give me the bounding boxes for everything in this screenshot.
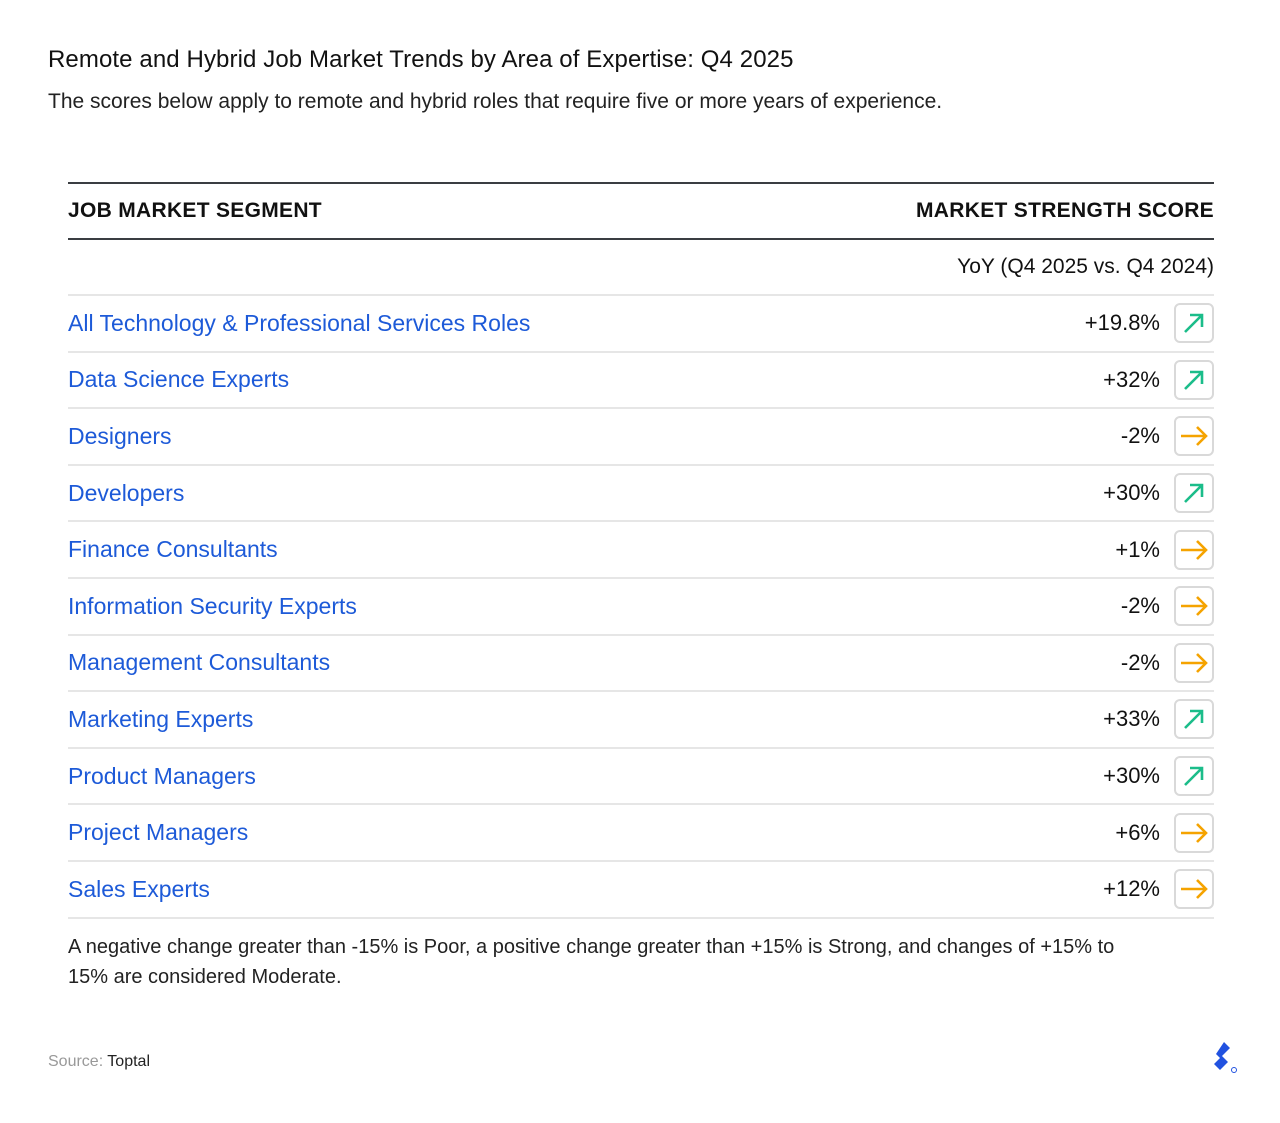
table-row: Project Managers +6% (68, 805, 1214, 862)
arrow-right-icon (1174, 586, 1214, 627)
score-value: -2% (1120, 593, 1160, 619)
arrow-right-icon (1174, 812, 1214, 853)
score-value: +30% (1103, 480, 1160, 506)
table-row: Data Science Experts +32% (68, 353, 1214, 410)
table-row: Marketing Experts +33% (68, 692, 1214, 749)
arrow-right-icon (1174, 642, 1214, 683)
arrow-up-right-icon (1174, 303, 1214, 344)
score-value: +19.8% (1084, 310, 1160, 336)
arrow-up-right-icon (1174, 699, 1214, 740)
source-credit: Source: Toptal (48, 1053, 150, 1070)
col-segment-header: JOB MARKET SEGMENT (68, 199, 322, 222)
score-value: -2% (1120, 423, 1160, 449)
arrow-right-icon (1174, 869, 1214, 910)
arrow-right-icon (1174, 416, 1214, 457)
segment-link[interactable]: Project Managers (68, 819, 249, 846)
arrow-up-right-icon (1174, 756, 1214, 797)
chart-title: Remote and Hybrid Job Market Trends by A… (48, 46, 794, 73)
score-value: +30% (1103, 763, 1160, 789)
table-header: JOB MARKET SEGMENT MARKET STRENGTH SCORE (68, 182, 1214, 240)
segment-link[interactable]: Information Security Experts (68, 592, 357, 619)
arrow-up-right-icon (1174, 473, 1214, 514)
segment-link[interactable]: Designers (68, 422, 172, 449)
segment-link[interactable]: Management Consultants (68, 649, 331, 676)
table-row: Product Managers +30% (68, 749, 1214, 806)
table-row: Finance Consultants +1% (68, 522, 1214, 579)
arrow-right-icon (1174, 529, 1214, 570)
segment-link[interactable]: All Technology & Professional Services R… (68, 309, 531, 336)
table-row: Sales Experts +12% (68, 862, 1214, 919)
table-row: Developers +30% (68, 466, 1214, 523)
score-value: +33% (1103, 706, 1160, 732)
toptal-logo-icon (1210, 1040, 1238, 1081)
score-value: +6% (1115, 819, 1160, 845)
yoy-label: YoY (Q4 2025 vs. Q4 2024) (957, 255, 1214, 278)
score-value: -2% (1120, 649, 1160, 675)
segment-link[interactable]: Sales Experts (68, 875, 210, 902)
score-value: +32% (1103, 366, 1160, 392)
table-row: Information Security Experts -2% (68, 579, 1214, 636)
segment-link[interactable]: Data Science Experts (68, 366, 290, 393)
footnote: A negative change greater than -15% is P… (68, 936, 1115, 988)
table-subheader: YoY (Q4 2025 vs. Q4 2024) (68, 240, 1214, 296)
segment-link[interactable]: Product Managers (68, 762, 256, 789)
market-table: JOB MARKET SEGMENT MARKET STRENGTH SCORE… (68, 182, 1214, 919)
table-row: Designers -2% (68, 409, 1214, 466)
score-value: +1% (1115, 536, 1160, 562)
segment-link[interactable]: Finance Consultants (68, 536, 278, 563)
segment-link[interactable]: Marketing Experts (68, 705, 254, 732)
table-row: All Technology & Professional Services R… (68, 296, 1214, 353)
chart-subtitle: The scores below apply to remote and hyb… (48, 90, 943, 113)
col-score-header: MARKET STRENGTH SCORE (916, 199, 1214, 222)
arrow-up-right-icon (1174, 359, 1214, 400)
score-value: +12% (1103, 876, 1160, 902)
segment-link[interactable]: Developers (68, 479, 185, 506)
table-row: Management Consultants -2% (68, 636, 1214, 693)
